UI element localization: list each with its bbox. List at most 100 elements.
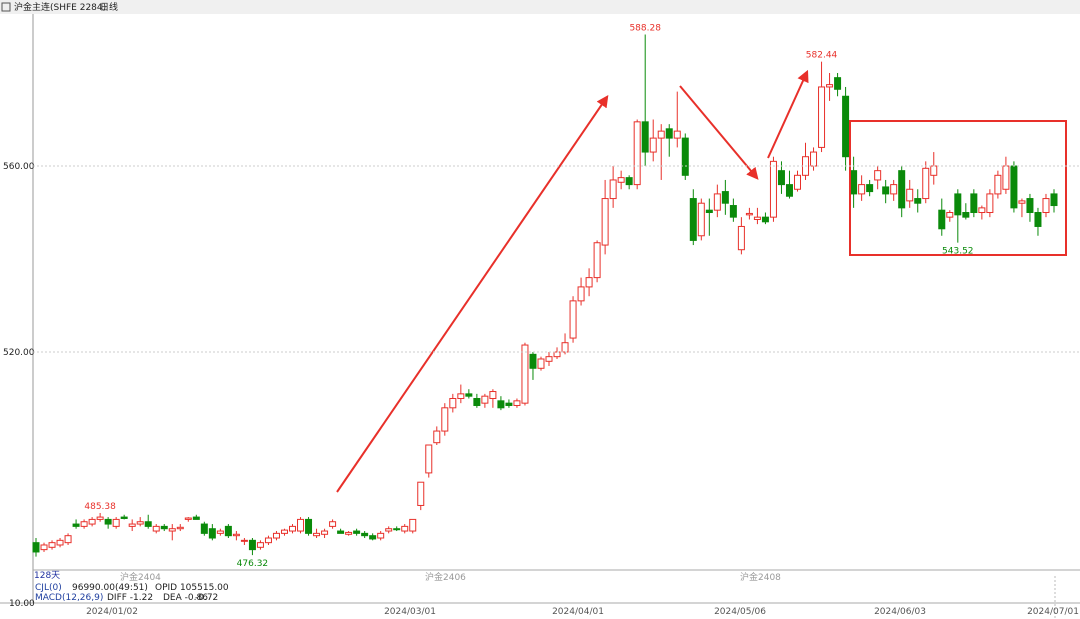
candle-body [56,539,64,546]
icon [1,2,11,12]
x-tick-label: 2024/03/01 [384,607,436,617]
candle-body [978,207,986,214]
candle-body [329,521,337,527]
candle-body [152,525,160,532]
candle-body [521,344,529,404]
candle-body [417,481,425,506]
candle-body [681,137,689,176]
candle-body [240,539,248,542]
candle-body [986,193,994,214]
candle-body [954,193,962,216]
macd-diff: DIFF -1.22 [107,593,153,603]
candle-body [305,518,313,534]
x-tick-label: 2024/06/03 [874,607,926,617]
macd-name[interactable]: MACD(12,26,9) [35,593,103,603]
candle-body [569,300,577,339]
candle-body [393,528,401,531]
candle-body [337,530,345,534]
candle-body [401,525,409,532]
candle-body [810,151,818,167]
candle-body [72,523,80,527]
candle-body [906,188,914,202]
candle-body [369,535,377,540]
candle-body [609,179,617,200]
candle-body [176,526,184,530]
contract: 沪金2404 [120,571,161,583]
candle-body [457,393,465,400]
candle-body [449,398,457,409]
candle-body [577,286,585,302]
candle-body [136,521,144,525]
candle-body [385,528,393,532]
vol-name[interactable]: CJL(0) [35,583,62,593]
candle-body [88,518,96,525]
candle-body [192,516,200,520]
candle-body [585,277,593,288]
candle-body [1026,198,1034,214]
candle-body [793,174,801,190]
candle-body [641,121,649,153]
candle-body [625,177,633,186]
candle-body [505,402,513,406]
x-tick-label: 2024/05/06 [714,607,766,617]
candle-body [40,544,48,551]
candle-body [425,444,433,474]
candle-body [561,342,569,353]
header-bar [0,0,1080,14]
candle-body [96,516,104,520]
candle-body [248,539,256,551]
candle-body [465,393,473,397]
candle-body [160,525,168,530]
candle-body [256,542,264,548]
candle-body [104,518,112,525]
candle-body [689,198,697,241]
macd-value: -0.72 [195,593,218,603]
candles [32,34,1058,557]
candle-body [946,212,954,218]
candle-body [208,528,216,539]
arrow [336,95,609,493]
x-tick-label: 2024/07/01 [1027,607,1079,617]
candle-body [938,209,946,230]
candle-body [834,77,842,90]
candle-body [64,535,72,544]
candle-body [994,174,1002,195]
candle-body [713,193,721,211]
candle-body [297,518,305,532]
candle-body [353,530,361,534]
candle-body [48,542,56,548]
price-annotation: 476.32 [237,559,269,569]
candle-body [184,517,192,520]
candle-body [826,84,834,88]
price-annotation: 543.52 [942,247,974,257]
candle-body [1010,165,1018,209]
price-annotation: 485.38 [84,502,116,512]
y-axis-label: 10.00 [9,599,35,609]
candle-body [914,198,922,204]
candle-body [874,170,882,181]
candle-body [32,542,40,553]
candle-body [705,209,713,214]
arrow [679,85,759,180]
candle-body [769,160,777,218]
candle-body [289,525,297,532]
candle-body [729,205,737,218]
candle-body [433,430,441,444]
candle-body [1050,193,1058,207]
candle-body [882,186,890,195]
candle-body [120,516,128,519]
candle-body [721,191,729,204]
period[interactable]: 日线 [100,1,118,13]
macd-dea: DEA -0.86 [163,593,208,603]
candle-body [128,523,136,527]
candle-body [657,130,665,139]
candle-body [930,165,938,176]
candle-body [168,528,176,532]
y-tick-label: 520.00 [3,348,35,358]
candle-body [529,353,537,369]
candle-body [224,525,232,537]
symbol: 沪金主连(SHFE 2284) [14,1,106,13]
y-tick-label: 560.00 [3,162,35,172]
